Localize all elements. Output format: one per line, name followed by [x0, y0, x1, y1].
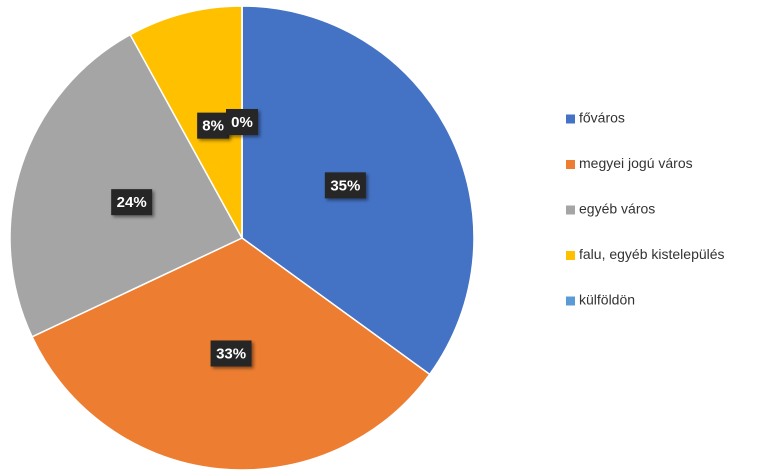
legend-swatch — [566, 251, 575, 260]
legend-label: megyei jogú város — [579, 155, 693, 171]
data-label-box — [197, 112, 230, 139]
pie-slice — [129, 5, 243, 239]
pie-slice — [9, 33, 244, 338]
data-label-box — [324, 172, 366, 199]
data-label: 0% — [231, 114, 253, 131]
legend-label: főváros — [579, 110, 625, 126]
legend-swatch — [566, 296, 575, 306]
data-label-box — [210, 340, 252, 367]
legend-swatch — [566, 114, 575, 124]
data-label: 24% — [117, 194, 147, 211]
data-label: 8% — [202, 118, 224, 135]
legend-label: falu, egyéb kistelepülés — [579, 246, 725, 262]
data-label-box — [111, 189, 153, 216]
legend-swatch — [566, 205, 575, 215]
data-label: 33% — [216, 345, 246, 362]
data-label: 35% — [330, 177, 360, 194]
legend-label: egyéb város — [579, 201, 655, 217]
legend-label: külföldön — [579, 292, 635, 308]
data-label-box — [226, 109, 258, 135]
legend-swatch — [566, 160, 575, 169]
